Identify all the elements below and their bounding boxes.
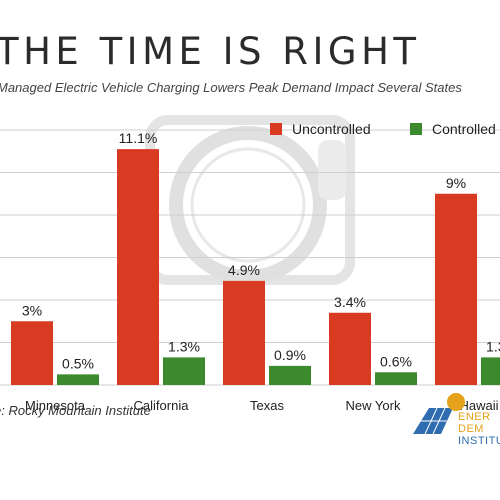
category-label: New York [346, 398, 401, 413]
legend: Uncontrolled Controlled [270, 121, 496, 137]
legend-swatch-controlled [410, 123, 422, 135]
category-label: Hawaii [459, 398, 498, 413]
bar-controlled-minnesota [57, 374, 99, 385]
bar-uncontrolled-texas [223, 280, 265, 385]
bar-uncontrolled-minnesota [11, 321, 53, 385]
value-label-controlled-california: 1.3% [168, 338, 200, 354]
legend-swatch-uncontrolled [270, 123, 282, 135]
value-label-controlled-new-york: 0.6% [380, 353, 412, 369]
bars [11, 149, 500, 385]
institute-logo: ENER DEM INSTITU [413, 393, 500, 447]
category-labels: Minnesota California Texas New York Hawaii [25, 398, 499, 413]
bar-uncontrolled-new-york [329, 312, 371, 385]
logo-text-line-1: ENER [458, 411, 491, 423]
category-label: California [134, 398, 190, 413]
chart-subtitle: Managed Electric Vehicle Charging Lowers… [0, 80, 462, 95]
logo-text-line-3: INSTITU [458, 435, 500, 447]
bar-controlled-california [163, 357, 205, 385]
value-label-controlled-minnesota: 0.5% [62, 355, 94, 371]
solar-panel-icon [413, 393, 465, 435]
bar-controlled-texas [269, 365, 311, 385]
value-label-uncontrolled-california: 11.1% [119, 130, 158, 146]
value-label-uncontrolled-new-york: 3.4% [334, 294, 366, 310]
value-label-uncontrolled-hawaii: 9% [446, 175, 466, 191]
value-label-uncontrolled-minnesota: 3% [22, 302, 42, 318]
bar-uncontrolled-hawaii [435, 193, 477, 385]
category-label: Minnesota [25, 398, 86, 413]
category-label: Texas [250, 398, 284, 413]
legend-label-uncontrolled: Uncontrolled [292, 121, 371, 137]
chart-title: THE TIME IS RIGHT [0, 30, 421, 73]
value-label-controlled-texas: 0.9% [274, 347, 306, 363]
source-note: e: Rocky Mountain Institute [0, 403, 151, 418]
value-labels: 3% 0.5% 11.1% 1.3% 4.9% 0.9% 3.4% 0.6% 9% 1.3% [22, 130, 500, 371]
bar-uncontrolled-california [117, 149, 159, 385]
bar-controlled-new-york [375, 372, 417, 385]
logo-text-line-2: DEM [458, 423, 484, 435]
legend-label-controlled: Controlled [432, 121, 496, 137]
bar-controlled-hawaii [481, 357, 500, 385]
value-label-uncontrolled-texas: 4.9% [228, 262, 260, 278]
value-label-controlled-hawaii: 1.3% [486, 338, 500, 354]
